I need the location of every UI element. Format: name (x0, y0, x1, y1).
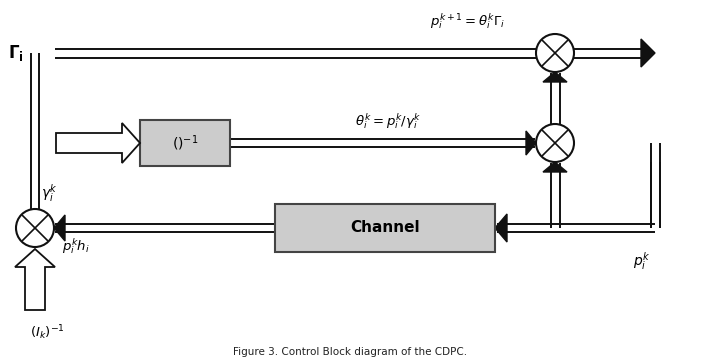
Text: $\gamma_i^k$: $\gamma_i^k$ (41, 182, 58, 204)
Text: $( )^{-1}$: $( )^{-1}$ (172, 133, 198, 153)
Polygon shape (641, 39, 655, 67)
Text: $\theta_i^k = p_i^k/\gamma_i^k$: $\theta_i^k = p_i^k/\gamma_i^k$ (355, 111, 421, 131)
Polygon shape (526, 131, 536, 155)
Text: $\mathbf{\Gamma_i}$: $\mathbf{\Gamma_i}$ (8, 43, 24, 63)
Text: Figure 3. Control Block diagram of the CDPC.: Figure 3. Control Block diagram of the C… (233, 347, 468, 357)
Polygon shape (495, 214, 507, 242)
Polygon shape (543, 162, 567, 172)
Polygon shape (543, 72, 567, 82)
Circle shape (16, 209, 54, 247)
Text: $p_i^k h_i$: $p_i^k h_i$ (62, 236, 90, 256)
Bar (275, 204, 495, 252)
Polygon shape (15, 249, 55, 310)
Text: $p_i^{k+1} = \theta_i^k\Gamma_i$: $p_i^{k+1} = \theta_i^k\Gamma_i$ (430, 11, 505, 31)
Text: $(I_k)^{-1}$: $(I_k)^{-1}$ (30, 323, 65, 342)
Circle shape (536, 124, 574, 162)
Polygon shape (56, 123, 140, 163)
Bar (140, 121, 230, 166)
Circle shape (536, 34, 574, 72)
Text: $p_i^k$: $p_i^k$ (632, 250, 650, 272)
Text: Channel: Channel (350, 220, 420, 236)
Polygon shape (54, 215, 65, 241)
